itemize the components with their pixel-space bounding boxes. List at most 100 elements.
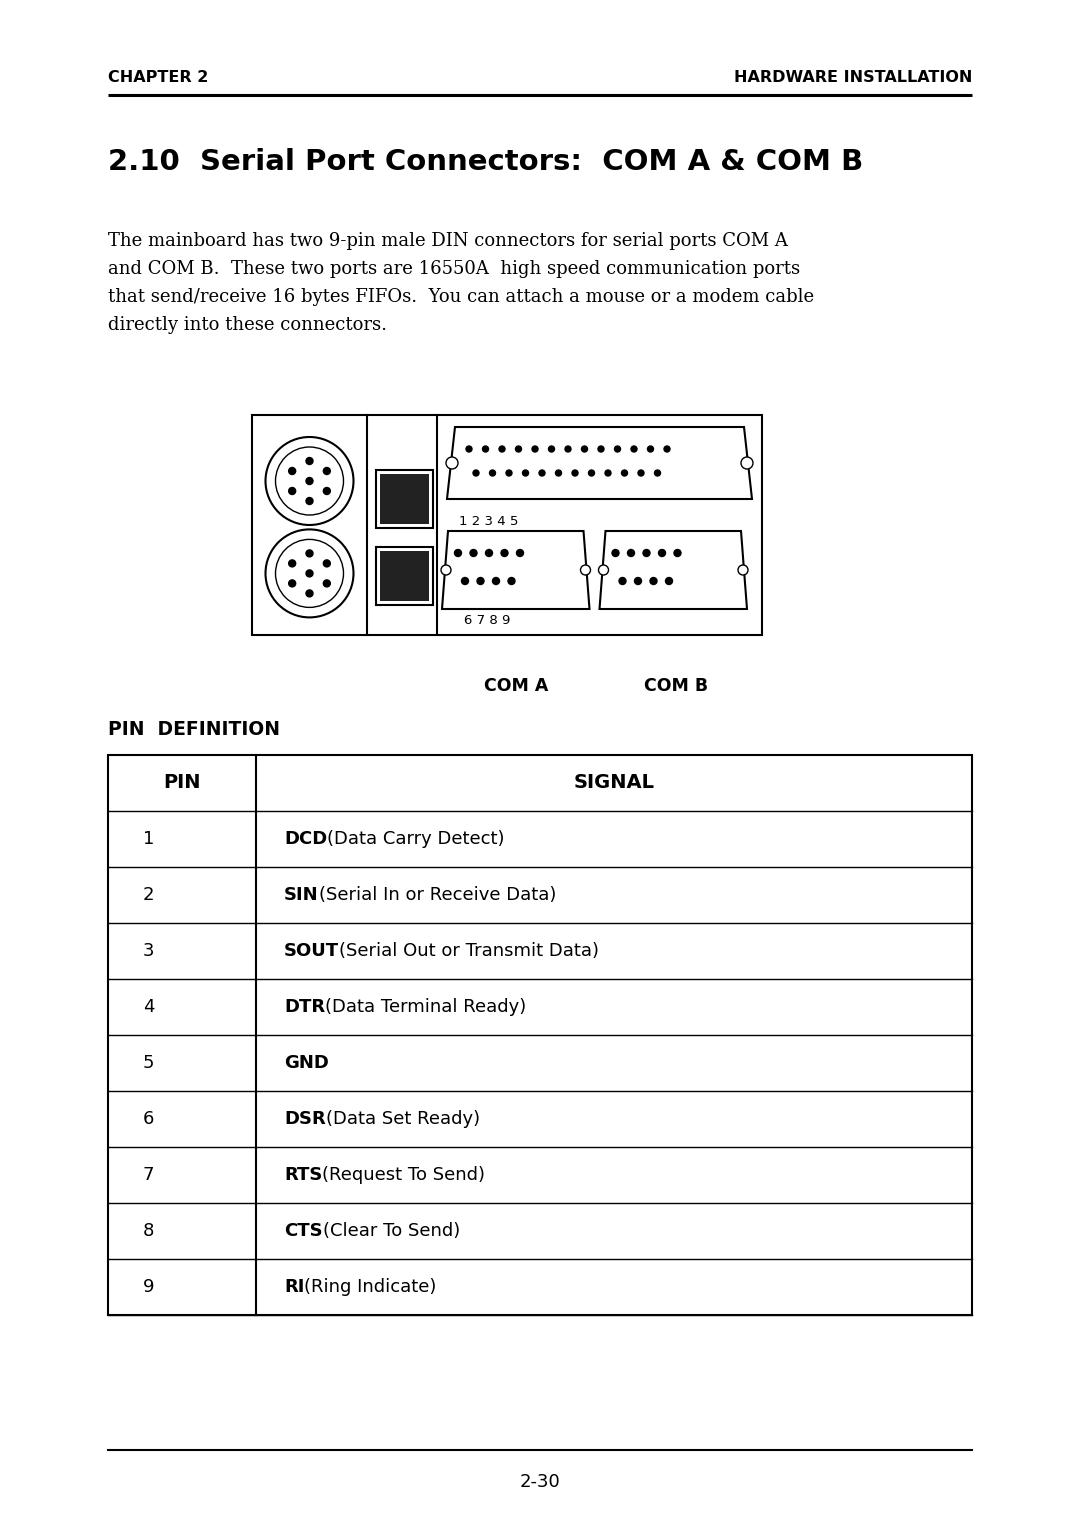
Circle shape [581, 446, 588, 452]
Circle shape [306, 458, 313, 464]
Text: 3: 3 [143, 942, 154, 960]
Text: DSR: DSR [284, 1110, 326, 1128]
Polygon shape [599, 531, 747, 609]
Text: COM A: COM A [484, 677, 548, 696]
Text: 6: 6 [143, 1110, 154, 1128]
Text: (Serial In or Receive Data): (Serial In or Receive Data) [319, 886, 556, 904]
Circle shape [619, 577, 626, 584]
Text: 4: 4 [143, 998, 154, 1017]
Text: CHAPTER 2: CHAPTER 2 [108, 70, 208, 85]
Text: CTS: CTS [284, 1222, 323, 1240]
Circle shape [598, 565, 608, 575]
Text: PIN: PIN [163, 773, 201, 793]
Circle shape [664, 446, 670, 452]
Bar [252, 416, 762, 635]
Circle shape [477, 577, 484, 584]
Text: (Clear To Send): (Clear To Send) [323, 1222, 460, 1240]
Bar [380, 473, 429, 524]
Circle shape [612, 549, 619, 557]
Circle shape [306, 591, 313, 597]
Circle shape [650, 577, 657, 584]
Text: HARDWARE INSTALLATION: HARDWARE INSTALLATION [733, 70, 972, 85]
Circle shape [266, 530, 353, 618]
Circle shape [465, 446, 472, 452]
Circle shape [323, 487, 330, 495]
Text: RI: RI [284, 1278, 305, 1297]
Circle shape [539, 470, 545, 476]
Circle shape [532, 446, 538, 452]
Circle shape [266, 437, 353, 525]
Circle shape [621, 470, 627, 476]
Text: SIGNAL: SIGNAL [573, 773, 654, 793]
Circle shape [306, 498, 313, 504]
Text: (Data Carry Detect): (Data Carry Detect) [327, 829, 504, 848]
Polygon shape [442, 531, 590, 609]
Text: GND: GND [284, 1055, 329, 1071]
Circle shape [508, 577, 515, 584]
Circle shape [461, 577, 469, 584]
Text: 2: 2 [143, 886, 154, 904]
Circle shape [288, 580, 296, 587]
Circle shape [674, 549, 681, 557]
Circle shape [627, 549, 635, 557]
Text: 1: 1 [143, 829, 154, 848]
Circle shape [501, 549, 508, 557]
Circle shape [441, 565, 451, 575]
Circle shape [549, 446, 554, 452]
Circle shape [555, 470, 562, 476]
Circle shape [572, 470, 578, 476]
Text: RTS: RTS [284, 1166, 322, 1184]
Circle shape [605, 470, 611, 476]
Circle shape [654, 470, 661, 476]
Text: 7: 7 [143, 1166, 154, 1184]
Circle shape [455, 549, 461, 557]
Circle shape [738, 565, 748, 575]
Text: (Request To Send): (Request To Send) [322, 1166, 485, 1184]
Circle shape [665, 577, 673, 584]
Circle shape [288, 467, 296, 475]
Text: 5: 5 [143, 1055, 154, 1071]
Circle shape [589, 470, 594, 476]
Circle shape [507, 470, 512, 476]
Circle shape [598, 446, 604, 452]
Polygon shape [447, 428, 752, 499]
Circle shape [275, 539, 343, 607]
Circle shape [523, 470, 528, 476]
Circle shape [638, 470, 644, 476]
Circle shape [323, 580, 330, 587]
Text: (Data Terminal Ready): (Data Terminal Ready) [325, 998, 526, 1017]
Text: directly into these connectors.: directly into these connectors. [108, 317, 387, 333]
Bar [108, 755, 972, 1315]
Text: (Ring Indicate): (Ring Indicate) [305, 1278, 436, 1297]
Bar [376, 470, 433, 528]
Circle shape [516, 549, 524, 557]
Circle shape [486, 549, 492, 557]
Text: 1 2 3 4 5: 1 2 3 4 5 [459, 514, 518, 528]
Text: SOUT: SOUT [284, 942, 339, 960]
Circle shape [515, 446, 522, 452]
Circle shape [288, 560, 296, 566]
Circle shape [565, 446, 571, 452]
Circle shape [631, 446, 637, 452]
Circle shape [499, 446, 505, 452]
Circle shape [635, 577, 642, 584]
Circle shape [275, 447, 343, 514]
Circle shape [615, 446, 621, 452]
Circle shape [470, 549, 477, 557]
Text: DTR: DTR [284, 998, 325, 1017]
Circle shape [581, 565, 591, 575]
Text: 2.10  Serial Port Connectors:  COM A & COM B: 2.10 Serial Port Connectors: COM A & COM… [108, 148, 863, 177]
Text: COM B: COM B [644, 677, 708, 696]
Circle shape [323, 560, 330, 566]
Circle shape [288, 487, 296, 495]
Text: PIN  DEFINITION: PIN DEFINITION [108, 720, 280, 740]
Text: DCD: DCD [284, 829, 327, 848]
Text: 2-30: 2-30 [519, 1473, 561, 1492]
Text: that send/receive 16 bytes FIFOs.  You can attach a mouse or a modem cable: that send/receive 16 bytes FIFOs. You ca… [108, 288, 814, 306]
Circle shape [489, 470, 496, 476]
Text: (Serial Out or Transmit Data): (Serial Out or Transmit Data) [339, 942, 599, 960]
Bar [380, 551, 429, 601]
Text: SIN: SIN [284, 886, 319, 904]
Circle shape [741, 457, 753, 469]
Text: 8: 8 [143, 1222, 154, 1240]
